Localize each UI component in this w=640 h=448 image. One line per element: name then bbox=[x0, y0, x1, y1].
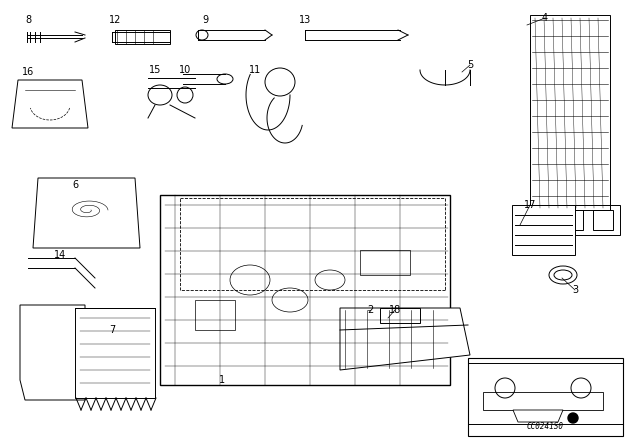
Text: 13: 13 bbox=[299, 15, 311, 25]
Text: 8: 8 bbox=[25, 15, 31, 25]
Polygon shape bbox=[33, 178, 140, 248]
Text: 6: 6 bbox=[72, 180, 78, 190]
Text: 16: 16 bbox=[22, 67, 34, 77]
Text: 1: 1 bbox=[219, 375, 225, 385]
Bar bbox=[195, 300, 235, 330]
Polygon shape bbox=[340, 308, 470, 370]
Bar bbox=[593, 210, 613, 230]
Text: 4: 4 bbox=[542, 13, 548, 23]
Text: 5: 5 bbox=[467, 60, 473, 70]
Bar bbox=[533, 210, 553, 230]
Polygon shape bbox=[530, 15, 610, 210]
Polygon shape bbox=[512, 205, 575, 255]
Bar bbox=[468, 358, 623, 436]
Polygon shape bbox=[160, 195, 450, 385]
Text: 11: 11 bbox=[249, 65, 261, 75]
Bar bbox=[360, 250, 410, 275]
Polygon shape bbox=[513, 410, 563, 422]
Text: CC0241S0: CC0241S0 bbox=[527, 422, 563, 431]
Text: 14: 14 bbox=[54, 250, 66, 260]
Text: 10: 10 bbox=[179, 65, 191, 75]
Text: 3: 3 bbox=[572, 285, 578, 295]
Text: 9: 9 bbox=[202, 15, 208, 25]
Bar bbox=[380, 308, 420, 323]
Text: 7: 7 bbox=[109, 325, 115, 335]
Text: 12: 12 bbox=[109, 15, 121, 25]
Bar bbox=[115, 30, 170, 44]
Text: 18: 18 bbox=[389, 305, 401, 315]
Bar bbox=[525, 205, 620, 235]
Bar bbox=[563, 210, 583, 230]
Text: 17: 17 bbox=[524, 200, 536, 210]
Polygon shape bbox=[75, 308, 155, 398]
Text: 15: 15 bbox=[149, 65, 161, 75]
Ellipse shape bbox=[568, 413, 578, 423]
Text: 2: 2 bbox=[367, 305, 373, 315]
Polygon shape bbox=[20, 305, 85, 400]
Polygon shape bbox=[12, 80, 88, 128]
Polygon shape bbox=[483, 392, 603, 410]
